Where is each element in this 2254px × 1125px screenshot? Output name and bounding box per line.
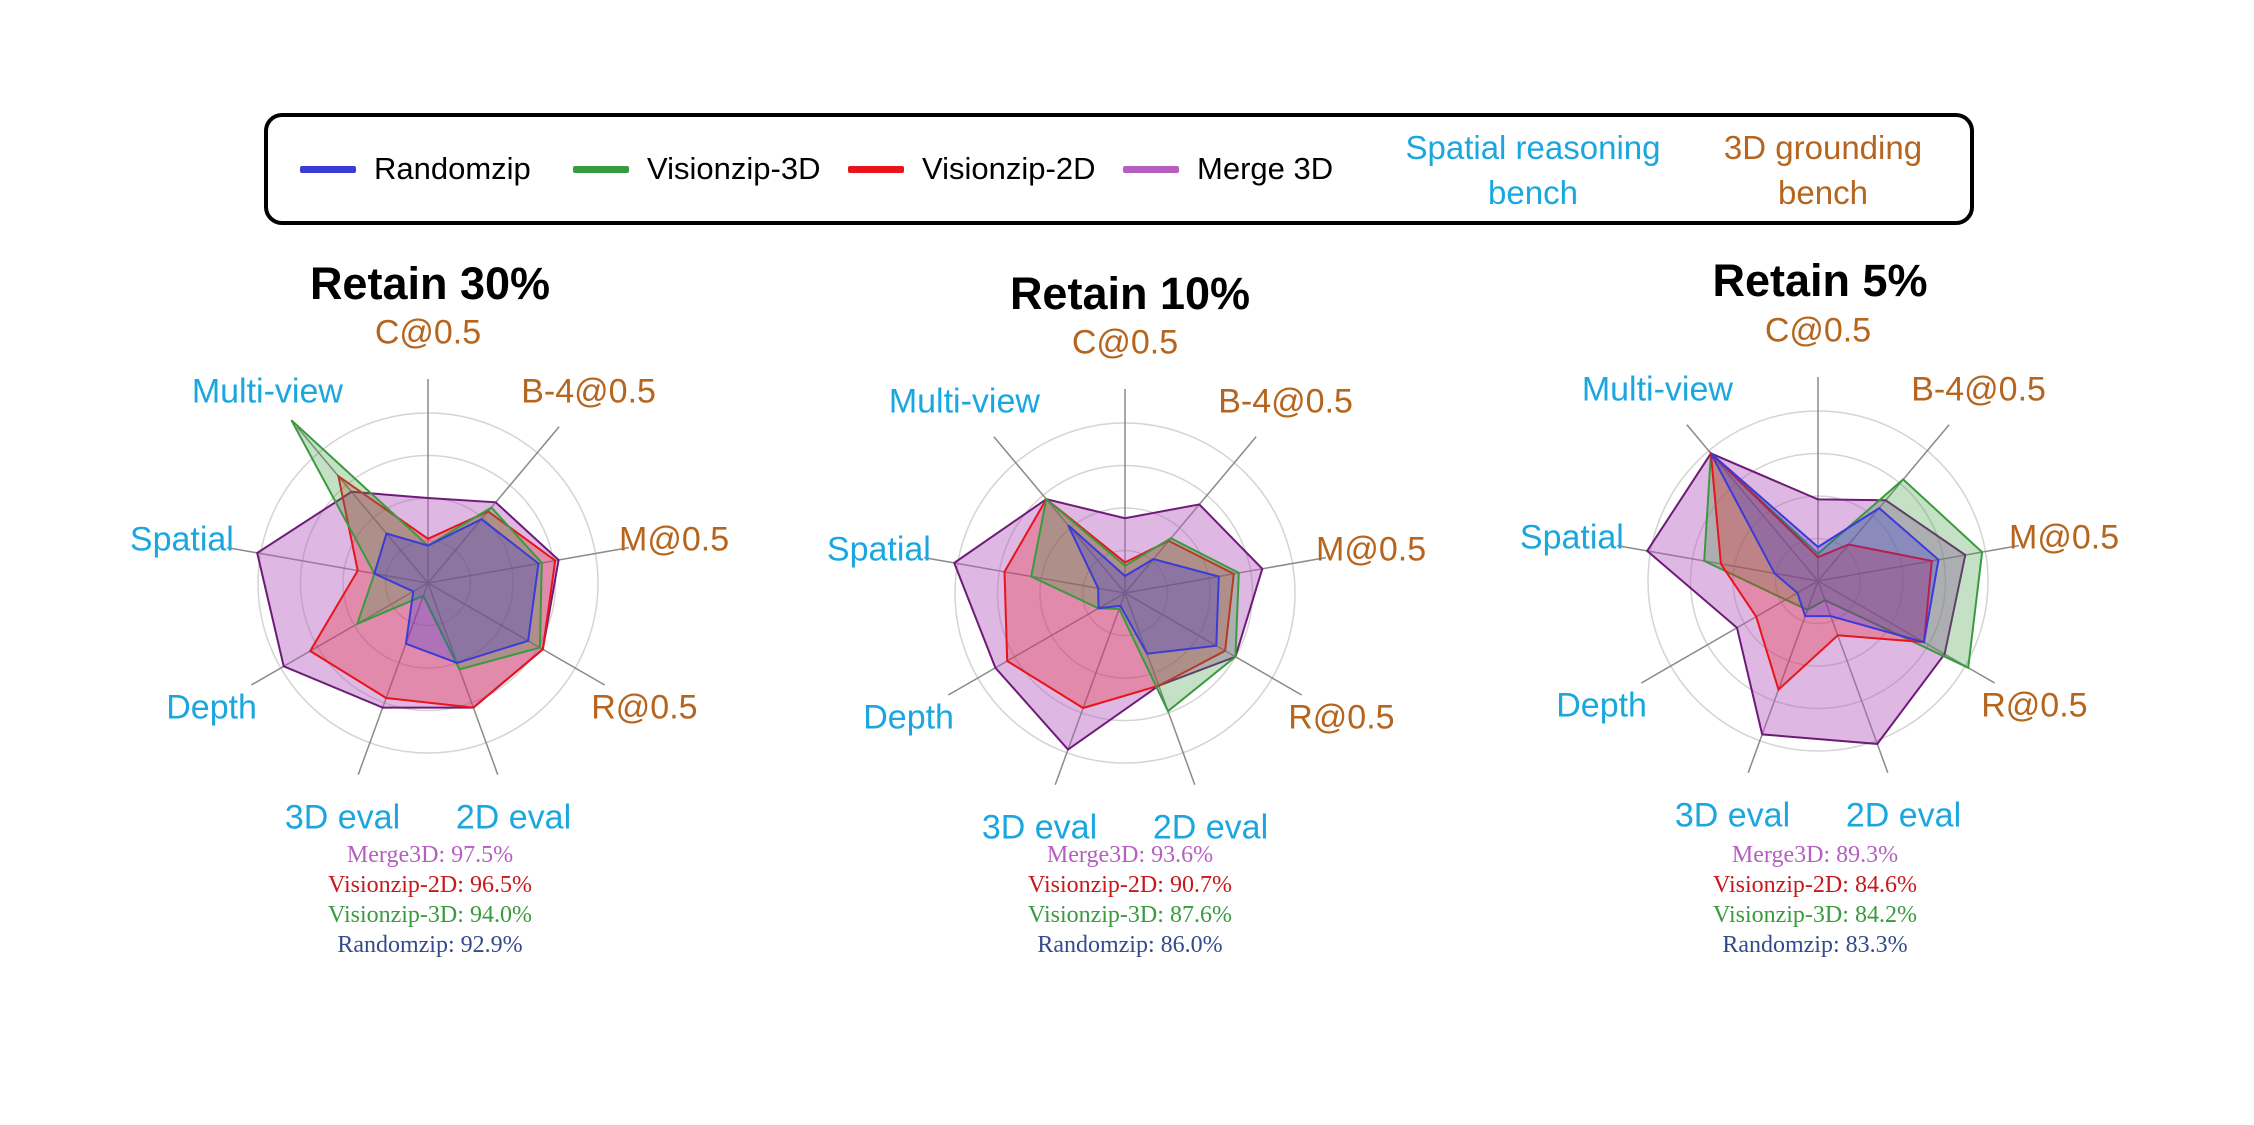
legend-grounding-bench: 3D grounding bench xyxy=(1723,129,1923,211)
axis-spoke xyxy=(1640,580,1819,684)
score-line-visionzip-2d: Visionzip-2D: 84.6% xyxy=(1713,872,1917,898)
axis-label-c-0-5: C@0.5 xyxy=(1764,311,1872,350)
axis-label-multi-view: Multi-view xyxy=(1581,370,1733,409)
legend-swatch xyxy=(573,165,629,173)
axis-label-3d-eval: 3D eval xyxy=(981,808,1098,847)
series-visionzip-3d xyxy=(290,419,543,671)
axis-spoke xyxy=(993,436,1126,594)
axis-label-r-0-5: R@0.5 xyxy=(1288,698,1395,737)
axis-label-3d-eval: 3D eval xyxy=(1674,796,1791,835)
radar-chart xyxy=(1616,377,2020,773)
legend-item-visionzip-3d: Visionzip-3D xyxy=(573,117,820,221)
axis-label-c-0-5: C@0.5 xyxy=(374,313,482,352)
axis-spoke xyxy=(296,426,429,584)
axis-spoke xyxy=(250,582,429,686)
series-randomzip xyxy=(1710,452,1940,644)
legend-spatial-bench: Spatial reasoning bench xyxy=(1405,129,1661,211)
legend-swatch xyxy=(1123,165,1179,173)
axis-spoke xyxy=(357,582,429,775)
axis-spoke xyxy=(947,592,1126,696)
legend-label: Visionzip-3D xyxy=(647,151,821,186)
legend-item-merge-3d: Merge 3D xyxy=(1123,117,1333,221)
score-line-visionzip-3d: Visionzip-3D: 84.2% xyxy=(1713,902,1917,928)
axis-spoke xyxy=(1686,424,1819,582)
axis-label-3d-eval: 3D eval xyxy=(284,798,401,837)
score-line-randomzip: Randomzip: 86.0% xyxy=(1037,932,1223,958)
axis-spoke xyxy=(1817,424,1950,582)
legend-swatch xyxy=(848,165,904,173)
series-randomzip xyxy=(1067,524,1220,655)
legend: Randomzip Visionzip-3D Visionzip-2D Merg… xyxy=(264,113,1974,225)
axis-spoke xyxy=(427,582,606,686)
legend-label: Merge 3D xyxy=(1197,151,1334,186)
score-line-visionzip-2d: Visionzip-2D: 90.7% xyxy=(1028,872,1232,898)
score-line-visionzip-2d: Visionzip-2D: 96.5% xyxy=(328,872,532,898)
axis-spoke xyxy=(427,582,499,775)
axis-label-m-0-5: M@0.5 xyxy=(2009,518,2120,557)
axis-label-2d-eval: 2D eval xyxy=(1845,796,1962,835)
axis-spoke xyxy=(1124,556,1327,594)
series-visionzip-3d xyxy=(1703,451,1984,670)
legend-label: Randomzip xyxy=(374,151,531,186)
legend-swatch xyxy=(300,165,356,173)
radar-chart xyxy=(923,389,1327,785)
axis-spoke xyxy=(427,426,560,584)
score-block: Merge3D: 89.3% Visionzip-2D: 84.6% Visio… xyxy=(1565,840,2065,960)
legend-label: Visionzip-2D xyxy=(922,151,1096,186)
axis-label-b-4-0-5: B-4@0.5 xyxy=(1911,370,2046,409)
legend-item-visionzip-2d: Visionzip-2D xyxy=(848,117,1095,221)
score-line-merge3d: Merge3D: 93.6% xyxy=(1046,842,1214,868)
panel-title: Retain 5% xyxy=(1712,255,1928,306)
axis-label-multi-view: Multi-view xyxy=(191,372,343,411)
radar-chart xyxy=(226,379,630,775)
axis-label-spatial: Spatial xyxy=(129,520,234,559)
score-line-merge3d: Merge3D: 89.3% xyxy=(1731,842,1899,868)
series-randomzip xyxy=(373,518,540,664)
axis-spoke xyxy=(1124,436,1257,594)
axis-spoke xyxy=(1817,580,1889,773)
score-block: Merge3D: 97.5% Visionzip-2D: 96.5% Visio… xyxy=(180,840,680,960)
axis-spoke xyxy=(1054,592,1126,785)
series-visionzip-3d xyxy=(1030,497,1240,713)
axis-label-2d-eval: 2D eval xyxy=(1152,808,1269,847)
series-visionzip-2d xyxy=(1709,450,1933,692)
axis-label-spatial: Spatial xyxy=(1519,518,1624,557)
axis-spoke xyxy=(923,556,1126,594)
score-line-merge3d: Merge3D: 97.5% xyxy=(346,842,514,868)
axis-spoke xyxy=(1124,592,1303,696)
score-block: Merge3D: 93.6% Visionzip-2D: 90.7% Visio… xyxy=(880,840,1380,960)
axis-label-r-0-5: R@0.5 xyxy=(1981,686,2088,725)
axis-spoke xyxy=(1747,580,1819,773)
score-line-visionzip-3d: Visionzip-3D: 87.6% xyxy=(1028,902,1232,928)
axis-spoke xyxy=(1817,544,2020,582)
axis-label-spatial: Spatial xyxy=(826,530,931,569)
legend-item-randomzip: Randomzip xyxy=(300,117,531,221)
panel-title: Retain 10% xyxy=(1009,268,1251,319)
axis-label-m-0-5: M@0.5 xyxy=(1316,530,1427,569)
axis-label-2d-eval: 2D eval xyxy=(455,798,572,837)
score-line-randomzip: Randomzip: 92.9% xyxy=(337,932,523,958)
axis-spoke xyxy=(226,546,429,584)
axis-label-depth: Depth xyxy=(863,698,954,737)
axis-label-c-0-5: C@0.5 xyxy=(1071,323,1179,362)
axis-spoke xyxy=(1124,592,1196,785)
axis-label-depth: Depth xyxy=(166,688,257,727)
axis-label-multi-view: Multi-view xyxy=(888,382,1040,421)
series-merge-3d xyxy=(1645,452,1967,745)
axis-label-r-0-5: R@0.5 xyxy=(591,688,698,727)
score-line-visionzip-3d: Visionzip-3D: 94.0% xyxy=(328,902,532,928)
axis-label-m-0-5: M@0.5 xyxy=(619,520,730,559)
panel-title: Retain 30% xyxy=(309,258,551,309)
series-merge-3d xyxy=(952,498,1264,751)
axis-label-b-4-0-5: B-4@0.5 xyxy=(521,372,656,411)
series-merge-3d xyxy=(256,490,560,709)
axis-label-b-4-0-5: B-4@0.5 xyxy=(1218,382,1353,421)
series-visionzip-2d xyxy=(1003,497,1235,710)
score-line-randomzip: Randomzip: 83.3% xyxy=(1722,932,1908,958)
axis-label-depth: Depth xyxy=(1556,686,1647,725)
axis-spoke xyxy=(1616,544,1819,582)
axis-spoke xyxy=(427,546,630,584)
